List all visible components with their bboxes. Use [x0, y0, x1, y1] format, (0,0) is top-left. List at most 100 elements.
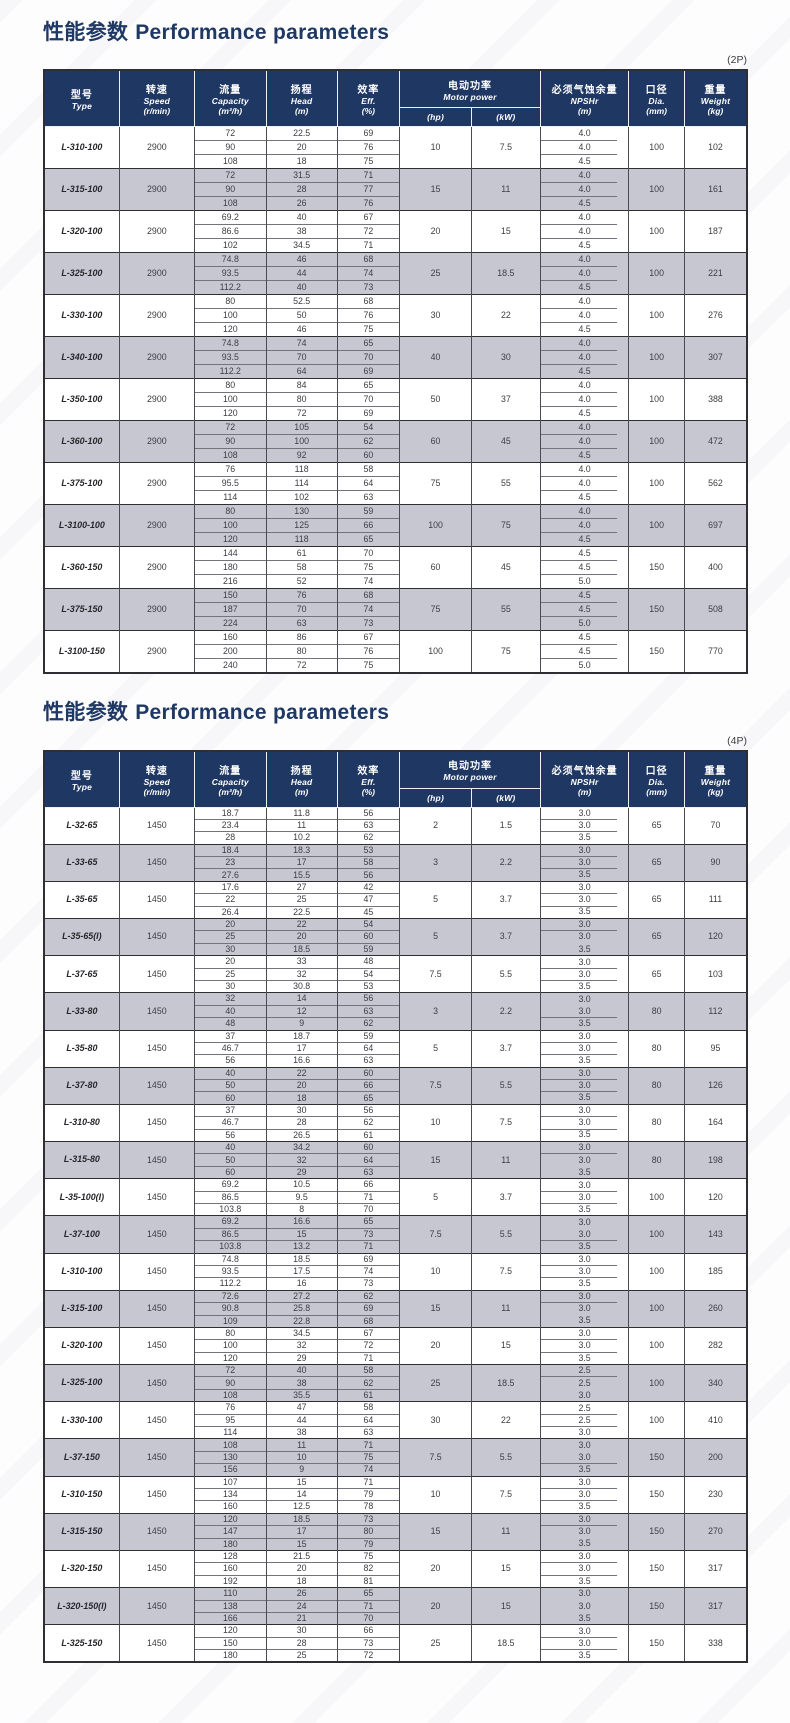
cell-capacity: 74.8	[193, 252, 267, 267]
cell-eff: 69	[336, 406, 401, 421]
header-npshr-unit: (m)	[577, 786, 592, 797]
cell-npshr: 3.5	[539, 1277, 630, 1291]
cell-weight: 472	[683, 420, 748, 463]
cell-npshr: 4.0	[539, 126, 630, 142]
header-weight: 重量 Weight (kg)	[683, 750, 748, 808]
cell-speed: 1450	[118, 1215, 195, 1254]
header-head-zh: 扬程	[290, 85, 313, 97]
table-row: L-33-80 1450 32 14 56 3 2.2 3.0 80 112	[43, 992, 748, 1031]
cell-head: 32	[265, 1153, 338, 1167]
cell-weight: 164	[683, 1103, 748, 1142]
table-row: 90 100 62 4.0	[44, 434, 747, 450]
cell-eff: 66	[336, 1624, 401, 1638]
cell-head: 70	[265, 602, 338, 617]
header-dia-zh: 口径	[645, 765, 668, 777]
cell-npshr: 4.5	[539, 630, 630, 646]
cell-eff: 65	[336, 336, 401, 351]
cell-eff: 53	[336, 843, 401, 857]
cell-eff: 72	[336, 1649, 401, 1663]
cell-eff: 70	[336, 1611, 401, 1625]
cell-head: 25	[265, 893, 338, 907]
header-row-sub: (hp) (kW)	[44, 787, 747, 808]
cell-npshr: 3.0	[539, 1451, 630, 1465]
cell-head: 21	[265, 1611, 338, 1625]
cell-npshr: 4.5	[539, 154, 630, 169]
table-row: L-340-100 2900 74.8 74 65 40 30 4.0 100 307	[43, 336, 748, 379]
cell-eff: 75	[336, 322, 401, 337]
cell-eff: 68	[336, 294, 401, 309]
cell-motor-hp: 25	[399, 1624, 472, 1663]
header-capacity: 流量 Capacity (m³/h)	[193, 750, 267, 808]
cell-dia: 100	[628, 126, 685, 169]
table-row: 48 9 62 3.5	[44, 1017, 747, 1031]
cell-weight: 562	[683, 462, 748, 505]
cell-head: 21.5	[265, 1549, 338, 1563]
cell-capacity: 108	[193, 448, 267, 463]
cell-npshr: 3.0	[539, 1326, 630, 1342]
cell-capacity: 100	[193, 308, 267, 323]
cell-capacity: 180	[193, 560, 267, 575]
cell-capacity: 80	[193, 294, 267, 309]
section-title-zh: 性能参数	[43, 21, 129, 44]
cell-capacity: 23	[193, 856, 267, 869]
table-row: L-360-150 2900 144 61 70 60 45 4.5 150 400	[43, 546, 748, 589]
cell-npshr: 3.0	[539, 1153, 630, 1168]
cell-head: 84	[265, 378, 338, 393]
cell-type: L-315-150	[43, 1512, 120, 1551]
cell-head: 38	[265, 224, 338, 239]
cell-eff: 80	[336, 1525, 401, 1539]
performance-table-2p: 型号 Type 转速 Speed (r/min) 流量 Capacity (m³/h) 扬程 He…	[43, 69, 748, 675]
cell-eff: 63	[336, 1054, 401, 1068]
cell-type: L-310-80	[43, 1103, 120, 1142]
cell-capacity: 80	[193, 378, 267, 393]
cell-dia: 80	[628, 1141, 685, 1179]
header-row-main: 型号 Type 转速 Speed (r/min) 流量 Capacity (m³/h) 扬程 He…	[43, 750, 748, 808]
cell-motor-kw: 18.5	[470, 1624, 541, 1663]
cell-head: 44	[265, 266, 338, 281]
header-eff-zh: 效率	[357, 765, 380, 777]
cell-npshr: 4.0	[539, 336, 630, 352]
cell-motor-kw: 37	[470, 378, 541, 421]
cell-weight: 187	[683, 210, 748, 253]
cell-dia: 100	[628, 1178, 685, 1216]
table-row: 23 17 58 3.0	[44, 856, 747, 870]
cell-capacity: 25	[193, 967, 267, 981]
cell-motor-kw: 75	[470, 630, 541, 674]
cell-head: 20	[265, 1562, 338, 1576]
table-row: L-35-65(I) 1450 20 22 54 5 3.7 3.0 65 120	[43, 917, 748, 956]
cell-capacity: 76	[193, 1401, 267, 1415]
cell-npshr: 3.0	[539, 1426, 630, 1439]
cell-motor-hp: 40	[399, 336, 472, 379]
cell-capacity: 138	[193, 1599, 267, 1613]
table-row: L-32-65 1450 18.7 11.8 56 2 1.5 3.0 65 70	[43, 806, 748, 845]
table-row: 86.5 9.5 71 3.0	[44, 1190, 747, 1205]
cell-capacity: 22	[193, 893, 267, 907]
cell-npshr: 3.5	[539, 1017, 630, 1031]
cell-type: L-360-150	[43, 546, 120, 589]
header-npshr-zh: 必须气蚀余量	[551, 85, 618, 97]
cell-weight: 112	[683, 992, 748, 1031]
cell-capacity: 46.7	[193, 1116, 267, 1130]
cell-npshr: 3.0	[539, 917, 630, 933]
cell-motor-kw: 22	[470, 294, 541, 337]
table-row: 114 38 63 3.0	[44, 1426, 747, 1439]
cell-dia: 100	[628, 1215, 685, 1254]
table-row: 100 125 66 4.0	[44, 518, 747, 534]
cell-capacity: 72	[193, 126, 267, 141]
cell-npshr: 5.0	[539, 658, 630, 674]
table-row: 50 32 64 3.0	[44, 1153, 747, 1168]
cell-motor-hp: 5	[399, 1029, 472, 1068]
cell-head: 14	[265, 992, 338, 1006]
table-row: 200 80 76 4.5	[44, 644, 747, 660]
cell-npshr: 3.5	[539, 906, 630, 919]
cell-npshr: 3.0	[539, 968, 630, 982]
cell-capacity: 100	[193, 392, 267, 407]
cell-motor-hp: 30	[399, 294, 472, 337]
cell-capacity: 69.2	[193, 1178, 267, 1192]
cell-eff: 63	[336, 1004, 401, 1018]
cell-capacity: 112.2	[193, 280, 267, 295]
cell-capacity: 103.8	[193, 1202, 267, 1216]
cell-capacity: 107	[193, 1475, 267, 1489]
cell-capacity: 216	[193, 574, 267, 589]
